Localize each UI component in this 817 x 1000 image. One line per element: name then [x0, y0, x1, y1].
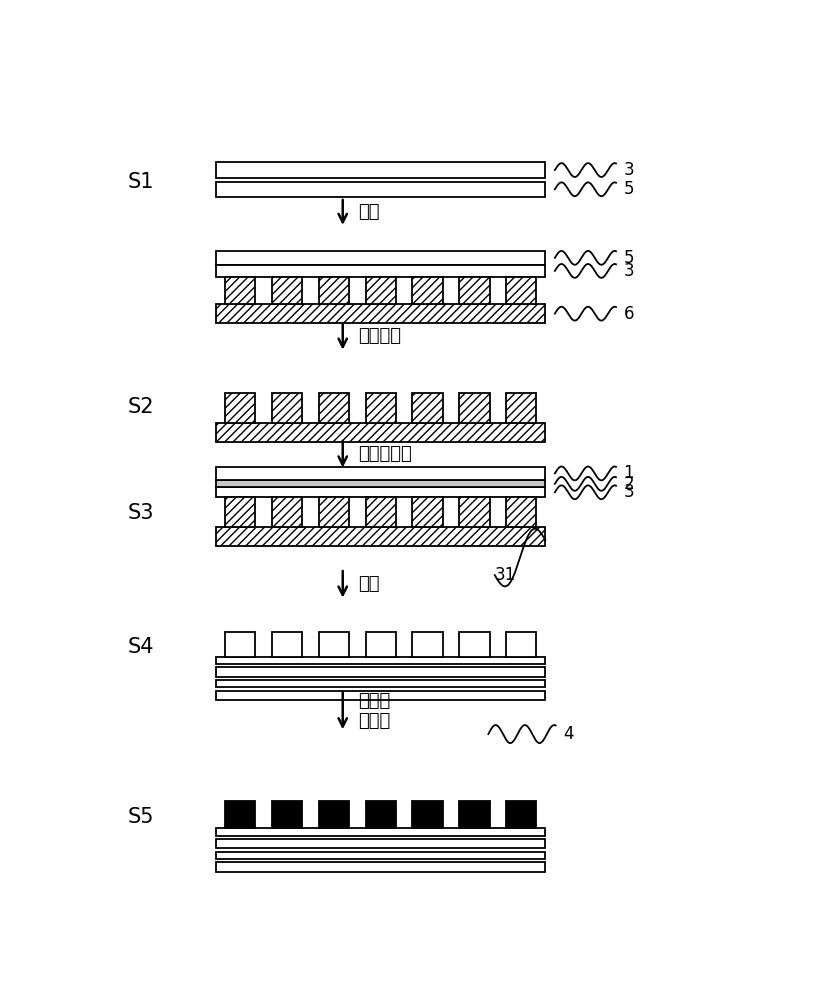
- Text: 3: 3: [623, 161, 634, 179]
- Bar: [216, 423, 546, 442]
- Text: 3: 3: [623, 483, 634, 501]
- Text: S5: S5: [127, 807, 154, 827]
- Bar: [225, 277, 256, 304]
- Text: S1: S1: [127, 172, 154, 192]
- Text: S4: S4: [127, 637, 154, 657]
- Bar: [216, 265, 546, 277]
- Bar: [216, 862, 546, 872]
- Bar: [216, 691, 546, 700]
- Bar: [272, 277, 302, 304]
- Bar: [459, 277, 489, 304]
- Bar: [319, 801, 349, 828]
- Bar: [365, 393, 396, 423]
- Text: 31: 31: [494, 566, 516, 584]
- Text: 5: 5: [623, 249, 634, 267]
- Bar: [319, 393, 349, 423]
- Bar: [506, 393, 537, 423]
- Bar: [365, 632, 396, 657]
- Bar: [319, 632, 349, 657]
- Bar: [216, 304, 546, 323]
- Text: S2: S2: [127, 397, 154, 417]
- Text: 除去基底: 除去基底: [359, 327, 402, 345]
- Text: 6: 6: [623, 305, 634, 323]
- Bar: [225, 497, 256, 527]
- Bar: [216, 839, 546, 848]
- Bar: [413, 801, 443, 828]
- Bar: [225, 632, 256, 657]
- Bar: [216, 828, 546, 836]
- Bar: [216, 667, 546, 677]
- Bar: [216, 182, 546, 197]
- Bar: [216, 480, 546, 487]
- Text: 3: 3: [623, 262, 634, 280]
- Bar: [459, 393, 489, 423]
- Bar: [225, 393, 256, 423]
- Bar: [216, 680, 546, 687]
- Bar: [413, 393, 443, 423]
- Bar: [413, 277, 443, 304]
- Bar: [272, 497, 302, 527]
- Text: 5: 5: [623, 180, 634, 198]
- Bar: [216, 527, 546, 546]
- Bar: [272, 393, 302, 423]
- Bar: [506, 277, 537, 304]
- Bar: [365, 497, 396, 527]
- Text: 2: 2: [623, 475, 634, 493]
- Bar: [272, 632, 302, 657]
- Text: 4: 4: [563, 725, 574, 743]
- Bar: [413, 497, 443, 527]
- Text: 填充导
电材料: 填充导 电材料: [359, 692, 391, 730]
- Text: 压合光学胶: 压合光学胶: [359, 445, 413, 463]
- Bar: [459, 632, 489, 657]
- Bar: [506, 497, 537, 527]
- Bar: [216, 657, 546, 664]
- Text: 压印: 压印: [359, 203, 380, 221]
- Bar: [319, 277, 349, 304]
- Bar: [506, 801, 537, 828]
- Bar: [216, 466, 546, 480]
- Bar: [459, 801, 489, 828]
- Bar: [365, 277, 396, 304]
- Bar: [225, 801, 256, 828]
- Bar: [216, 251, 546, 265]
- Bar: [216, 487, 546, 497]
- Bar: [319, 497, 349, 527]
- Bar: [216, 852, 546, 859]
- Text: 脱模: 脱模: [359, 575, 380, 593]
- Text: 1: 1: [623, 464, 634, 482]
- Bar: [216, 162, 546, 178]
- Bar: [365, 801, 396, 828]
- Bar: [459, 497, 489, 527]
- Bar: [272, 801, 302, 828]
- Bar: [506, 632, 537, 657]
- Text: S3: S3: [127, 503, 154, 523]
- Bar: [413, 632, 443, 657]
